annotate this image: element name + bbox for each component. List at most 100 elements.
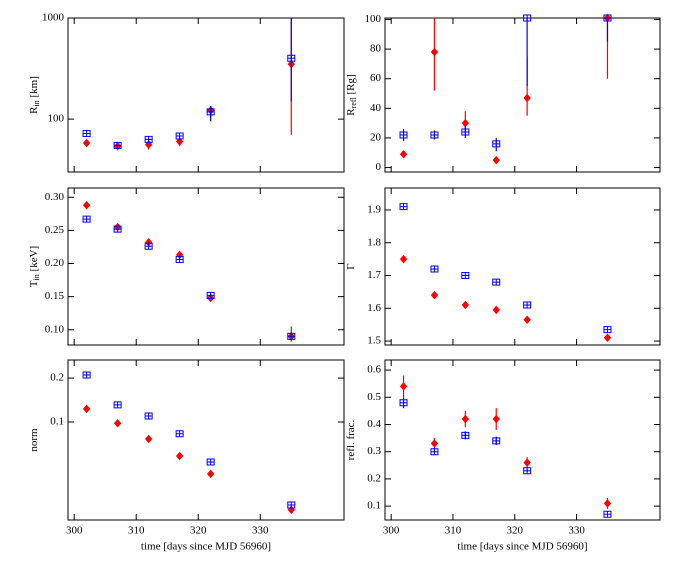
y-tick-label: 0.3	[367, 445, 381, 457]
square-marker	[82, 371, 91, 379]
y-axis-label-main: T	[28, 280, 40, 287]
diamond-marker	[144, 434, 153, 444]
plot-frame	[67, 17, 345, 173]
y-axis-label: Rrefl [Rg]	[345, 74, 358, 115]
diamond-marker	[461, 414, 469, 424]
y-tick-label: 1.6	[367, 302, 381, 314]
square-marker	[206, 291, 215, 299]
y-axis-label: norm	[28, 428, 40, 452]
x-tick-label: 320	[507, 525, 524, 537]
x-tick-label: 310	[445, 525, 462, 537]
plot-frame	[384, 359, 661, 521]
diamond-marker	[603, 333, 612, 343]
diamond-marker	[113, 419, 122, 428]
y-tick-label: 0.2	[367, 472, 381, 484]
y-tick-label: 1.9	[367, 203, 381, 215]
square-marker	[523, 14, 532, 22]
square-marker	[399, 131, 408, 139]
diamond-marker	[82, 138, 91, 148]
square-marker	[206, 108, 215, 116]
square-marker	[144, 412, 153, 420]
y-axis-label: Tin [keV]	[28, 246, 41, 287]
y-tick-label: 100	[365, 13, 382, 25]
diamond-marker	[523, 458, 531, 467]
square-marker	[399, 203, 408, 211]
square-marker	[175, 430, 184, 438]
y-axis-label-unit: [Rg]	[345, 74, 357, 97]
square-marker	[523, 467, 532, 475]
square-marker	[461, 272, 470, 280]
square-marker	[523, 301, 532, 309]
diamond-marker	[603, 499, 612, 508]
x-tick-label: 330	[252, 525, 269, 537]
diamond-marker	[82, 200, 91, 210]
y-tick-label: 0.30	[45, 191, 65, 203]
y-tick-label: 0.25	[45, 224, 65, 236]
y-tick-label: 0.2	[50, 372, 64, 384]
y-tick-label: 1.8	[367, 236, 381, 248]
y-tick-label: 0.10	[45, 323, 65, 335]
square-marker	[461, 431, 470, 439]
y-axis-label-unit: [keV]	[28, 246, 40, 274]
diamond-marker	[492, 414, 500, 424]
y-tick-label: 0.4	[367, 418, 381, 430]
square-marker	[113, 225, 122, 233]
y-tick-label: 0.15	[45, 290, 65, 302]
diamond-marker	[175, 137, 184, 146]
diamond-marker	[206, 469, 215, 479]
x-axis-label: time [days since MJD 56960]	[141, 541, 271, 553]
y-axis-label-main: Γ	[345, 263, 357, 269]
diamond-marker	[82, 404, 91, 414]
x-tick-label: 330	[568, 525, 585, 537]
square-marker	[287, 54, 296, 62]
y-tick-label: 20	[370, 131, 382, 143]
square-marker	[430, 448, 439, 456]
plot-frame	[67, 187, 345, 346]
x-axis-label: time [days since MJD 56960]	[457, 541, 587, 553]
diamond-marker	[430, 439, 439, 448]
square-marker	[461, 128, 470, 136]
y-axis-label: Γ	[345, 263, 357, 269]
square-marker	[603, 326, 612, 334]
square-marker	[82, 215, 91, 223]
square-marker	[603, 14, 612, 22]
diamond-marker	[492, 305, 500, 315]
y-tick-label: 1.7	[367, 269, 381, 281]
square-marker	[492, 437, 501, 445]
y-tick-label: 0.20	[45, 257, 65, 269]
diamond-marker	[399, 382, 408, 391]
y-tick-label: 0.1	[50, 416, 64, 428]
y-axis-label-main: R	[345, 108, 357, 116]
y-axis-label-main: refl. frac.	[345, 419, 357, 460]
y-tick-label: 0.1	[367, 500, 381, 512]
y-tick-label: 100	[48, 113, 65, 125]
y-axis-label-main: norm	[28, 428, 40, 452]
y-tick-label: 0.5	[367, 391, 381, 403]
diamond-marker	[461, 118, 469, 128]
y-axis-label-unit: [km]	[28, 76, 40, 100]
diamond-marker	[430, 290, 439, 300]
square-marker	[287, 501, 296, 509]
plot-frame	[384, 187, 661, 346]
y-tick-label: 1.5	[367, 335, 381, 347]
y-tick-label: 40	[370, 102, 382, 114]
plot-frame	[384, 17, 661, 173]
y-axis-label: Rin [km]	[28, 76, 41, 114]
diamond-marker	[430, 47, 439, 57]
y-axis-label-sub: in	[32, 100, 41, 106]
square-marker	[113, 401, 122, 409]
y-axis-label-sub: refl	[349, 96, 358, 108]
diamond-marker	[523, 315, 531, 325]
diamond-marker	[399, 254, 408, 264]
x-tick-label: 310	[128, 525, 145, 537]
y-tick-label: 0.6	[367, 364, 381, 376]
diamond-marker	[461, 300, 469, 310]
y-axis-label-main: R	[28, 106, 40, 114]
x-tick-label: 300	[66, 525, 83, 537]
y-tick-label: 1000	[42, 12, 65, 24]
square-marker	[399, 399, 408, 407]
square-marker	[175, 132, 184, 140]
diamond-marker	[523, 93, 531, 103]
